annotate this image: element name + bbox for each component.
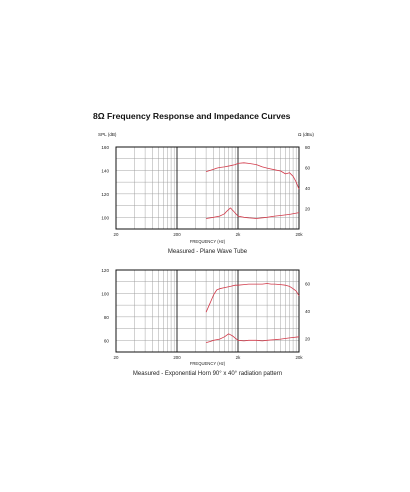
y-tick-label-right: 40 bbox=[305, 186, 311, 191]
x-tick-label: 20 bbox=[114, 355, 119, 360]
y-tick-label-left: 120 bbox=[101, 192, 109, 197]
y-tick-label-left: 100 bbox=[101, 215, 109, 220]
frequency-response-curve bbox=[205, 162, 300, 190]
x-tick-label: 20 bbox=[114, 232, 119, 237]
y-tick-label-left: 120 bbox=[101, 268, 109, 273]
y-tick-label-left: 60 bbox=[104, 338, 110, 343]
y-axis-label-left: SPL (dB) bbox=[98, 132, 117, 137]
x-tick-label: 200 bbox=[173, 232, 181, 237]
x-tick-label: 20k bbox=[295, 232, 303, 237]
y-tick-label-left: 100 bbox=[101, 291, 109, 296]
y-tick-label-right: 60 bbox=[305, 166, 311, 171]
impedance-curve bbox=[205, 333, 300, 343]
x-tick-label: 200 bbox=[173, 355, 181, 360]
x-axis-label: FREQUENCY (Hz) bbox=[190, 239, 226, 244]
plot-frame bbox=[115, 146, 300, 230]
x-tick-label: 2k bbox=[236, 355, 241, 360]
plot-frame bbox=[115, 269, 300, 353]
y-tick-label-right: 20 bbox=[305, 207, 311, 212]
y-tick-label-right: 80 bbox=[305, 145, 311, 150]
y-tick-label-left: 140 bbox=[101, 168, 109, 173]
y-tick-label-right: 20 bbox=[305, 336, 311, 341]
impedance-curve bbox=[206, 207, 300, 219]
y-axis-label-right: Ω (dBu) bbox=[298, 132, 314, 137]
page-title: 8Ω Frequency Response and Impedance Curv… bbox=[93, 111, 291, 121]
y-tick-label-left: 80 bbox=[104, 315, 110, 320]
x-axis-label: FREQUENCY (Hz) bbox=[190, 361, 226, 366]
frequency-response-curve bbox=[205, 283, 300, 313]
x-tick-label: 2k bbox=[236, 232, 241, 237]
frequency-response-chart-exponential-horn: 120 100 80 60 60 40 20 20 200 2k 20k FREQUENCY (Hz)… bbox=[101, 268, 311, 377]
y-tick-label-right: 60 bbox=[305, 282, 311, 287]
y-tick-label-left: 160 bbox=[101, 145, 109, 150]
x-tick-label: 20k bbox=[295, 355, 303, 360]
y-tick-label-right: 40 bbox=[305, 309, 311, 314]
chart-title: Measured - Exponential Horn 90° x 40° ra… bbox=[133, 371, 282, 377]
frequency-response-chart-plane-wave: 160 140 120 100 80 60 40 20 SPL (dB) Ω (dBu) 20 200… bbox=[98, 132, 314, 255]
chart-title: Measured - Plane Wave Tube bbox=[168, 249, 248, 255]
